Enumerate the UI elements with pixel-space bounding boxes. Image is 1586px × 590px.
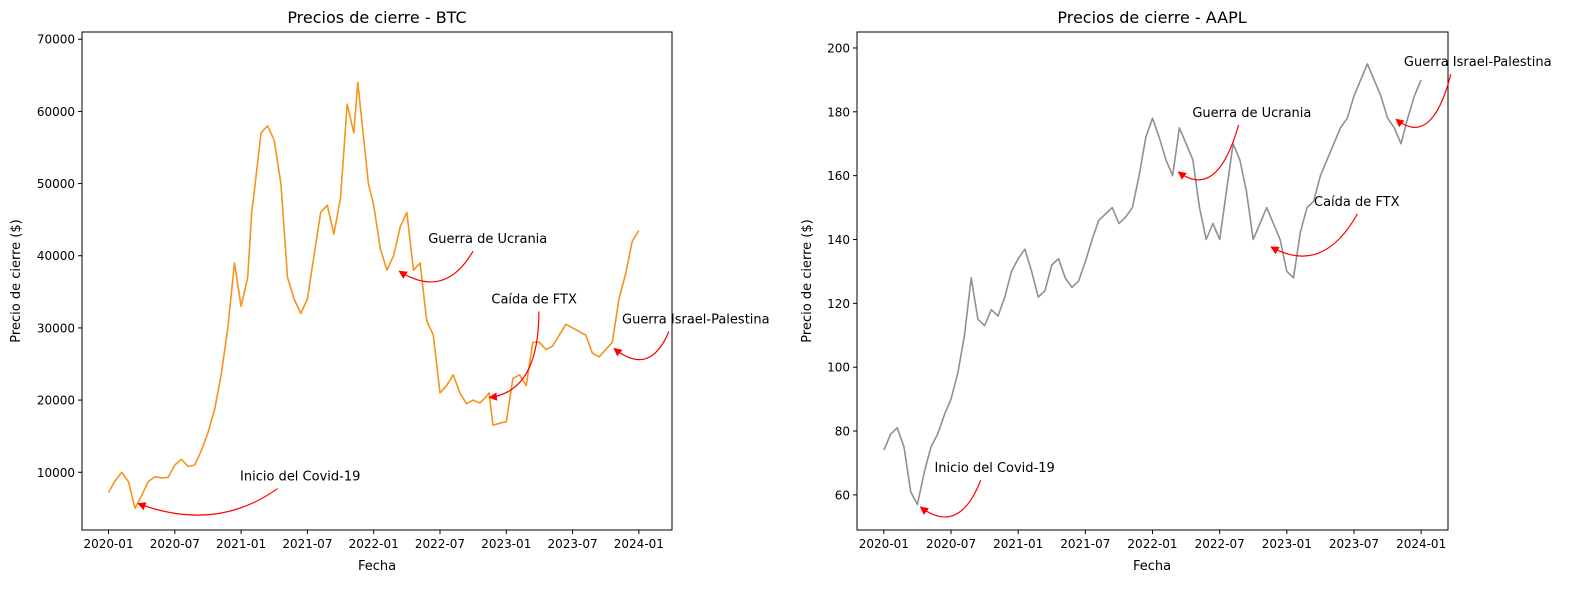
x-tick-label: 2023-07 — [547, 537, 597, 551]
y-tick-label: 40000 — [37, 249, 75, 263]
annotation-arrow — [613, 331, 670, 361]
x-tick-label: 2023-01 — [481, 537, 531, 551]
y-axis-label: Precio de cierre ($) — [800, 219, 815, 342]
annotation-arrow — [1270, 213, 1358, 257]
x-axis-ticks: 2020-01 2020-07 2021-01 2021-07 2022-01 2022-… — [83, 530, 664, 551]
x-tick-label: 2021-07 — [282, 537, 332, 551]
y-tick-label: 50000 — [37, 177, 75, 191]
chart-title: Precios de cierre - AAPL — [1057, 8, 1246, 27]
y-tick-label: 10000 — [37, 466, 75, 480]
x-tick-label: 2021-07 — [1060, 537, 1110, 551]
annotation-label: Guerra de Ucrania — [428, 232, 547, 247]
y-axis-ticks: 60 80 100 120 140 160 180 200 — [827, 41, 857, 502]
x-tick-label: 2022-01 — [1127, 537, 1177, 551]
y-tick-label: 160 — [827, 169, 850, 183]
chart-aapl: Precios de cierre - AAPL Fecha Precio de… — [800, 8, 1552, 574]
annotation-arrow — [488, 311, 540, 401]
annotations: Inicio del Covid-19 Guerra de Ucrania Caíd… — [137, 232, 770, 516]
y-tick-label: 80 — [835, 425, 850, 439]
y-tick-label: 20000 — [37, 394, 75, 408]
annotation-label: Caída de FTX — [491, 292, 577, 307]
series-line-aapl — [883, 63, 1422, 506]
chart-btc: Precios de cierre - BTC Fecha Precio de … — [9, 8, 770, 574]
annotations: Inicio del Covid-19 Guerra de Ucrania Caíd… — [919, 55, 1552, 518]
y-tick-label: 60000 — [37, 105, 75, 119]
series-line-btc — [107, 81, 640, 510]
x-axis-label: Fecha — [1133, 559, 1171, 574]
y-tick-label: 140 — [827, 233, 850, 247]
y-axis-ticks: 10000 20000 30000 40000 50000 60000 70000 — [37, 33, 82, 480]
x-tick-label: 2020-07 — [926, 537, 976, 551]
y-tick-label: 60 — [835, 488, 850, 502]
y-tick-label: 70000 — [37, 33, 75, 47]
annotation-label: Guerra Israel-Palestina — [1404, 55, 1552, 70]
annotation-label: Guerra Israel-Palestina — [622, 312, 770, 327]
annotation-arrow — [1177, 124, 1240, 181]
annotation-label: Caída de FTX — [1314, 195, 1400, 210]
y-tick-label: 180 — [827, 105, 850, 119]
x-tick-label: 2023-07 — [1329, 537, 1379, 551]
annotation-arrow — [919, 479, 982, 518]
x-tick-label: 2020-01 — [83, 537, 133, 551]
x-tick-label: 2021-01 — [216, 537, 266, 551]
plot-frame — [856, 31, 1449, 531]
y-tick-label: 200 — [827, 41, 850, 55]
x-tick-label: 2021-01 — [993, 537, 1043, 551]
annotation-label: Inicio del Covid-19 — [934, 461, 1054, 476]
chart-title: Precios de cierre - BTC — [287, 8, 466, 27]
annotation-label: Inicio del Covid-19 — [240, 470, 360, 485]
y-tick-label: 30000 — [37, 321, 75, 335]
y-tick-label: 120 — [827, 297, 850, 311]
x-axis-ticks: 2020-01 2020-07 2021-01 2021-07 2022-01 2022-… — [859, 530, 1446, 551]
x-tick-label: 2020-01 — [859, 537, 909, 551]
plot-frame — [81, 31, 673, 531]
x-tick-label: 2022-01 — [349, 537, 399, 551]
x-tick-label: 2022-07 — [1195, 537, 1245, 551]
annotation-arrow — [137, 488, 278, 516]
x-tick-label: 2024-01 — [1396, 537, 1446, 551]
x-tick-label: 2022-07 — [415, 537, 465, 551]
annotation-label: Guerra de Ucrania — [1192, 106, 1311, 121]
y-tick-label: 100 — [827, 361, 850, 375]
x-tick-label: 2023-01 — [1262, 537, 1312, 551]
x-tick-label: 2024-01 — [614, 537, 664, 551]
y-axis-label: Precio de cierre ($) — [9, 219, 24, 342]
annotation-arrow — [398, 250, 474, 283]
x-tick-label: 2020-07 — [150, 537, 200, 551]
x-axis-label: Fecha — [358, 559, 396, 574]
annotation-arrow — [1395, 74, 1452, 128]
